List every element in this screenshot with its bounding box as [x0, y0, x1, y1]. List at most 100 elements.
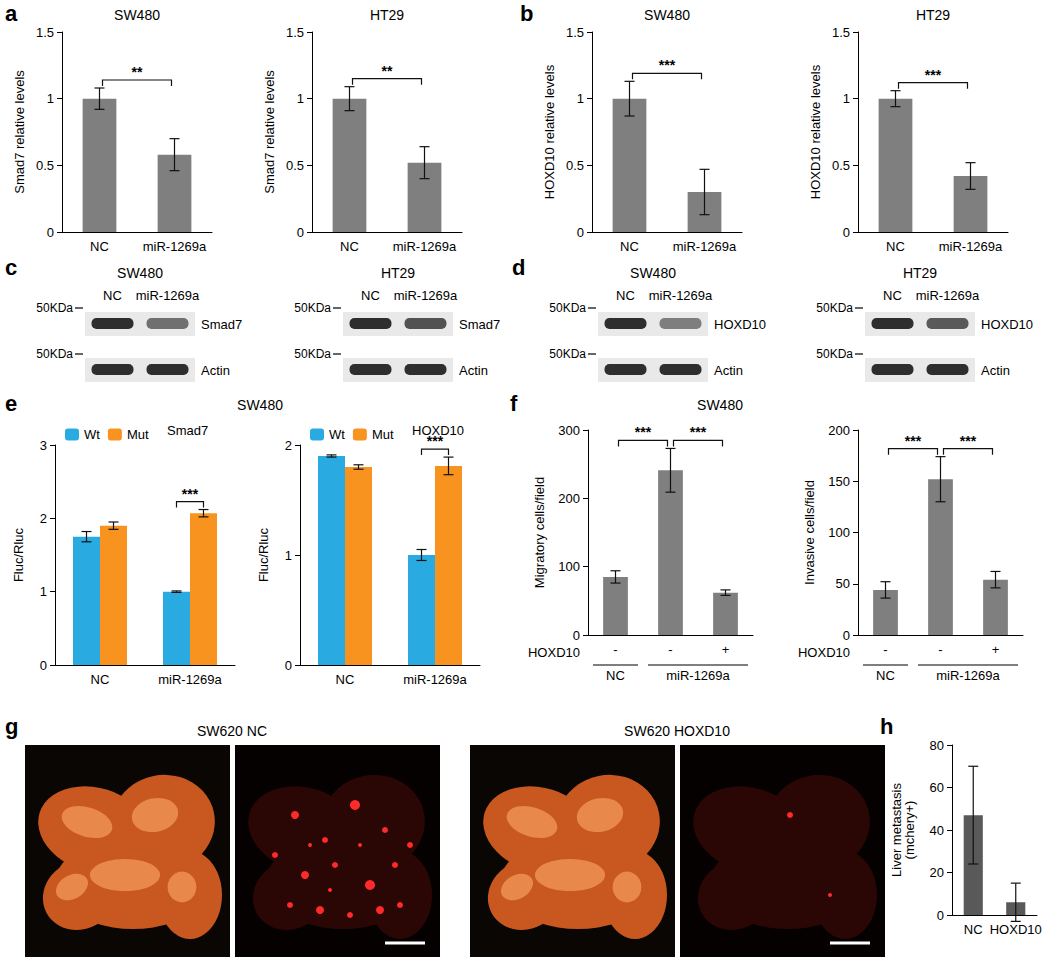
svg-text:NC: NC [876, 668, 895, 683]
svg-text:SW620 NC: SW620 NC [197, 723, 267, 739]
svg-text:f: f [510, 391, 518, 416]
svg-text:HT29: HT29 [381, 265, 415, 281]
svg-text:Smad7 relative levels: Smad7 relative levels [262, 70, 277, 194]
svg-text:miR-1269a: miR-1269a [403, 672, 467, 687]
svg-text:**: ** [132, 64, 143, 80]
svg-text:-: - [668, 642, 672, 657]
svg-text:Actin: Actin [459, 363, 488, 378]
svg-text:NC: NC [103, 288, 122, 303]
svg-text:0.5: 0.5 [286, 158, 304, 173]
svg-text:***: *** [925, 67, 942, 83]
svg-text:0: 0 [297, 225, 304, 240]
svg-text:c: c [5, 255, 17, 280]
svg-text:HOXD10: HOXD10 [714, 317, 766, 332]
svg-text:NC: NC [361, 288, 380, 303]
svg-text:-: - [938, 642, 942, 657]
svg-text:2: 2 [40, 511, 47, 526]
svg-text:+: + [722, 642, 730, 657]
svg-text:***: *** [905, 433, 922, 449]
svg-text:50KDa: 50KDa [294, 301, 331, 315]
svg-text:d: d [512, 255, 525, 280]
svg-text:1: 1 [285, 548, 292, 563]
svg-text:Smad7 relative levels: Smad7 relative levels [12, 70, 27, 194]
svg-text:***: *** [960, 433, 977, 449]
svg-text:HOXD10: HOXD10 [990, 922, 1042, 937]
svg-text:1.5: 1.5 [36, 25, 54, 40]
svg-text:100: 100 [558, 559, 580, 574]
svg-text:NC: NC [340, 239, 359, 254]
svg-text:+: + [992, 642, 1000, 657]
svg-text:HOXD10: HOXD10 [981, 317, 1033, 332]
svg-text:Smad7: Smad7 [459, 317, 500, 332]
svg-text:20: 20 [930, 865, 944, 880]
svg-text:0: 0 [573, 628, 580, 643]
svg-text:HOXD10: HOXD10 [798, 645, 850, 660]
svg-text:***: *** [182, 486, 199, 502]
svg-text:60: 60 [930, 780, 944, 795]
svg-text:a: a [5, 1, 18, 26]
svg-text:NC: NC [883, 288, 902, 303]
svg-text:80: 80 [930, 738, 944, 753]
svg-text:SW480: SW480 [237, 397, 283, 413]
svg-text:SW480: SW480 [644, 7, 690, 23]
svg-text:1: 1 [297, 91, 304, 106]
svg-text:miR-1269a: miR-1269a [143, 239, 207, 254]
svg-text:Actin: Actin [714, 363, 743, 378]
svg-text:50: 50 [836, 576, 850, 591]
svg-text:NC: NC [616, 288, 635, 303]
svg-text:miR-1269a: miR-1269a [394, 288, 458, 303]
svg-text:HT29: HT29 [916, 7, 950, 23]
svg-text:Smad7: Smad7 [167, 423, 208, 438]
svg-text:Actin: Actin [981, 363, 1010, 378]
svg-text:miR-1269a: miR-1269a [393, 239, 457, 254]
svg-text:150: 150 [828, 474, 850, 489]
svg-text:1.5: 1.5 [286, 25, 304, 40]
svg-text:NC: NC [964, 922, 983, 937]
svg-text:50KDa: 50KDa [36, 301, 73, 315]
svg-text:0.5: 0.5 [832, 158, 850, 173]
svg-text:miR-1269a: miR-1269a [158, 672, 222, 687]
svg-text:0: 0 [285, 658, 292, 673]
svg-text:50KDa: 50KDa [816, 347, 853, 361]
svg-text:-: - [613, 642, 617, 657]
svg-text:**: ** [382, 63, 393, 79]
svg-text:Migratory cells/field: Migratory cells/field [532, 477, 547, 588]
svg-text:Smad7: Smad7 [201, 317, 242, 332]
svg-text:2: 2 [285, 438, 292, 453]
svg-text:Mut: Mut [127, 427, 149, 442]
svg-text:50KDa: 50KDa [816, 301, 853, 315]
svg-text:NC: NC [620, 239, 639, 254]
svg-text:SW480: SW480 [114, 7, 160, 23]
svg-text:(mchery+): (mchery+) [902, 801, 917, 860]
svg-text:Invasive cells/field: Invasive cells/field [802, 480, 817, 585]
svg-text:miR-1269a: miR-1269a [136, 288, 200, 303]
svg-text:50KDa: 50KDa [294, 347, 331, 361]
svg-text:1: 1 [47, 91, 54, 106]
svg-text:50KDa: 50KDa [36, 347, 73, 361]
svg-text:0: 0 [577, 225, 584, 240]
svg-text:0: 0 [937, 908, 944, 923]
svg-text:HOXD10: HOXD10 [528, 645, 580, 660]
svg-text:Actin: Actin [201, 363, 230, 378]
svg-text:Mut: Mut [372, 427, 394, 442]
svg-text:miR-1269a: miR-1269a [916, 288, 980, 303]
svg-text:g: g [5, 714, 18, 739]
svg-text:***: *** [427, 433, 444, 449]
svg-text:NC: NC [886, 239, 905, 254]
svg-text:SW480: SW480 [697, 397, 743, 413]
svg-text:miR-1269a: miR-1269a [939, 239, 1003, 254]
svg-text:0: 0 [843, 628, 850, 643]
svg-text:HOXD10 relative levels: HOXD10 relative levels [808, 64, 823, 199]
svg-text:100: 100 [828, 525, 850, 540]
svg-text:HT29: HT29 [370, 7, 404, 23]
svg-text:miR-1269a: miR-1269a [649, 288, 713, 303]
svg-text:***: *** [690, 424, 707, 440]
svg-text:1: 1 [577, 91, 584, 106]
svg-text:h: h [880, 714, 893, 739]
svg-text:50KDa: 50KDa [549, 301, 586, 315]
svg-text:NC: NC [91, 672, 110, 687]
svg-text:NC: NC [90, 239, 109, 254]
svg-text:Wt: Wt [84, 427, 100, 442]
svg-text:0: 0 [40, 658, 47, 673]
svg-text:HOXD10 relative levels: HOXD10 relative levels [542, 64, 557, 199]
